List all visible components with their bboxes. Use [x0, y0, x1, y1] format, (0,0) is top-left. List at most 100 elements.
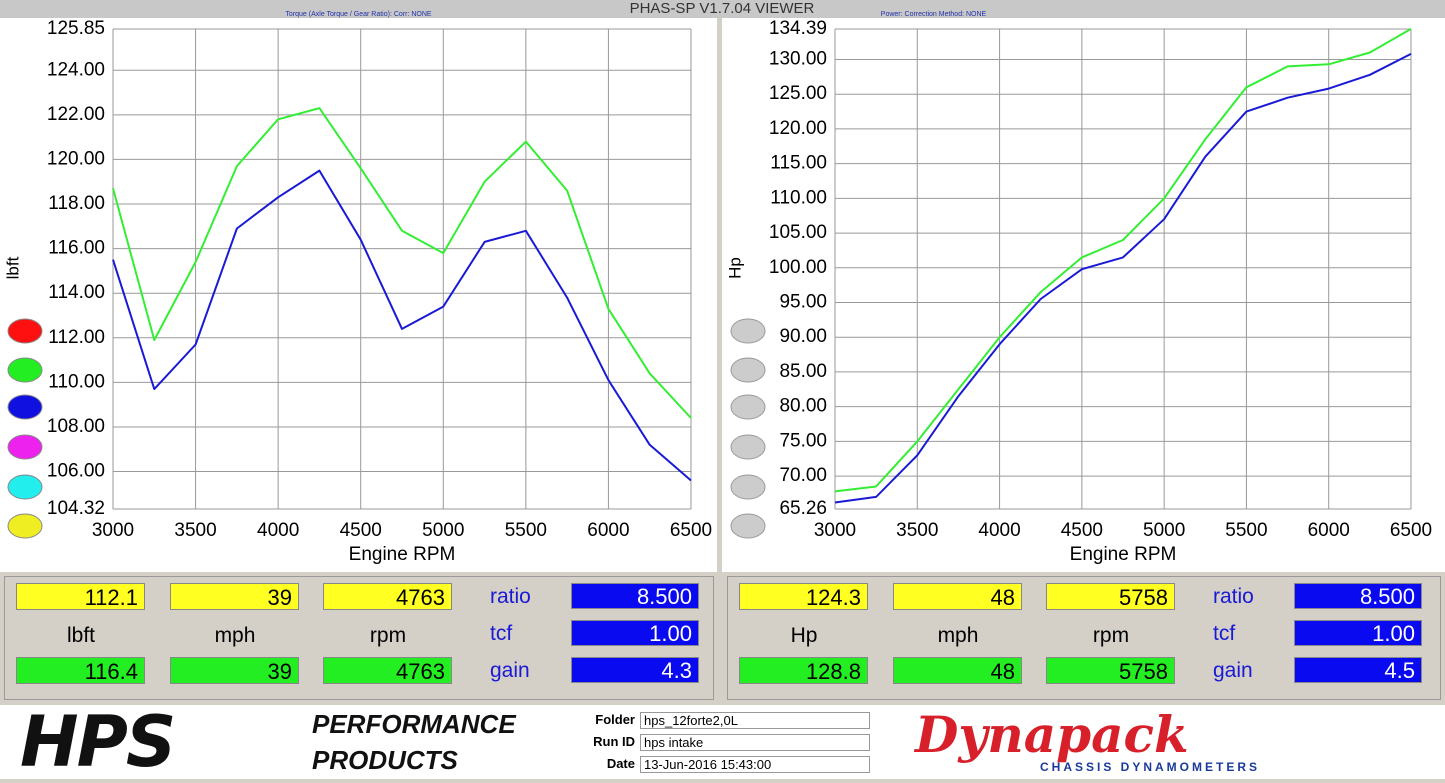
readout-value: 4763 — [323, 583, 452, 610]
x-tick-label: 6500 — [670, 520, 712, 541]
setting-label: tcf — [1213, 622, 1236, 645]
setting-label: ratio — [490, 585, 531, 608]
y-axis-label: Hp — [725, 257, 744, 279]
setting-value: 8.500 — [1294, 583, 1422, 609]
y-tick-label: 122.00 — [47, 104, 105, 125]
readout-value: 116.4 — [16, 657, 145, 684]
run-value: hps intake — [640, 734, 870, 751]
readout-label: mph — [937, 624, 979, 647]
y-tick-label: 120.00 — [769, 118, 827, 139]
y-tick-label: 85.00 — [779, 361, 827, 382]
x-tick-label: 4500 — [340, 520, 382, 541]
setting-label: tcf — [490, 622, 513, 645]
run-label: Folder — [595, 712, 635, 727]
y-tick-label: 80.00 — [779, 396, 827, 417]
data-line — [834, 28, 1412, 493]
y-tick-label: 125.85 — [47, 18, 105, 39]
readout-value: 39 — [170, 657, 299, 684]
y-tick-label: 124.00 — [47, 59, 105, 80]
readout-value: 48 — [893, 657, 1022, 684]
run-label: Run ID — [593, 734, 635, 749]
readout-value: 112.1 — [16, 583, 145, 610]
dyno-logo: Dynapack — [915, 705, 1189, 764]
setting-value: 1.00 — [1294, 620, 1422, 646]
y-tick-label: 114.00 — [48, 282, 105, 303]
x-tick-label: 4000 — [257, 520, 299, 541]
x-tick-label: 3500 — [174, 520, 216, 541]
y-tick-label: 125.00 — [769, 83, 827, 104]
x-axis-label: Engine RPM — [349, 544, 456, 565]
y-tick-label: 100.00 — [769, 257, 827, 278]
y-tick-label: 120.00 — [47, 148, 105, 169]
y-tick-label: 130.00 — [769, 48, 827, 69]
y-axis-label: lbft — [3, 256, 22, 279]
run-label: Date — [606, 756, 635, 771]
x-tick-label: 5500 — [1225, 520, 1267, 541]
brand-logo: HPS — [20, 701, 176, 783]
readout-value: 4763 — [323, 657, 452, 684]
x-tick-label: 5000 — [1143, 520, 1185, 541]
readout-label: rpm — [1092, 624, 1130, 647]
run-value: 13-Jun-2016 15:43:00 — [640, 756, 870, 773]
y-tick-label: 106.00 — [47, 461, 105, 482]
app-title: PHAS-SP V1.7.04 VIEWER — [630, 0, 815, 17]
y-tick-label: 134.39 — [769, 18, 827, 39]
readout-value: 5758 — [1046, 583, 1175, 610]
readout-label: mph — [214, 624, 256, 647]
y-tick-label: 70.00 — [779, 465, 827, 486]
run-value: hps_12forte2,0L — [640, 712, 870, 729]
setting-label: gain — [490, 659, 530, 682]
setting-label: ratio — [1213, 585, 1254, 608]
y-tick-label: 104.32 — [47, 498, 105, 519]
y-tick-label: 90.00 — [779, 326, 827, 347]
x-tick-label: 3000 — [92, 520, 134, 541]
title-bar — [0, 0, 1445, 18]
y-tick-label: 110.00 — [770, 187, 827, 208]
charts: PHAS-SP V1.7.04 VIEWER Torque (Axle Torq… — [0, 0, 1445, 572]
readout-label: rpm — [369, 624, 407, 647]
y-tick-label: 118.00 — [48, 193, 105, 214]
panel-frame — [4, 576, 714, 700]
x-tick-label: 4500 — [1061, 520, 1103, 541]
x-tick-label: 4000 — [978, 520, 1020, 541]
setting-value: 4.3 — [571, 657, 699, 683]
dyno-tagline: CHASSIS DYNAMOMETERS — [1040, 760, 1261, 774]
x-tick-label: 5500 — [505, 520, 547, 541]
readout-label: lbft — [66, 624, 95, 647]
y-tick-label: 95.00 — [779, 292, 827, 313]
data-line — [112, 169, 692, 482]
x-tick-label: 6000 — [1308, 520, 1350, 541]
x-tick-label: 6500 — [1390, 520, 1432, 541]
readout-value: 124.3 — [739, 583, 868, 610]
readout-value: 5758 — [1046, 657, 1175, 684]
x-axis-label: Engine RPM — [1070, 544, 1177, 565]
color-dots — [7, 318, 766, 539]
data-line — [834, 53, 1412, 504]
readout-value: 128.8 — [739, 657, 868, 684]
y-tick-label: 75.00 — [779, 430, 827, 451]
y-tick-label: 110.00 — [48, 371, 105, 392]
footer: HPS PERFORMANCE PRODUCTS Dynapack CHASSI… — [0, 705, 1445, 779]
chart-panel — [0, 18, 717, 572]
x-tick-label: 3000 — [814, 520, 856, 541]
y-tick-label: 105.00 — [769, 222, 827, 243]
readout-value: 39 — [170, 583, 299, 610]
y-tick-label: 108.00 — [47, 416, 105, 437]
y-tick-label: 115.00 — [770, 153, 827, 174]
brand-line: PERFORMANCE — [312, 709, 516, 739]
data-line — [112, 107, 692, 419]
readout-label: Hp — [790, 624, 818, 647]
x-tick-label: 5000 — [422, 520, 464, 541]
setting-value: 8.500 — [571, 583, 699, 609]
y-tick-label: 65.26 — [779, 498, 827, 519]
chart-panel — [722, 18, 1445, 572]
setting-value: 1.00 — [571, 620, 699, 646]
x-tick-label: 3500 — [896, 520, 938, 541]
brand-line: PRODUCTS — [312, 745, 458, 775]
y-tick-label: 116.00 — [48, 238, 105, 259]
chart-subtitle: Power: Correction Method: NONE — [881, 11, 987, 18]
x-tick-label: 6000 — [587, 520, 629, 541]
setting-value: 4.5 — [1294, 657, 1422, 683]
setting-label: gain — [1213, 659, 1253, 682]
